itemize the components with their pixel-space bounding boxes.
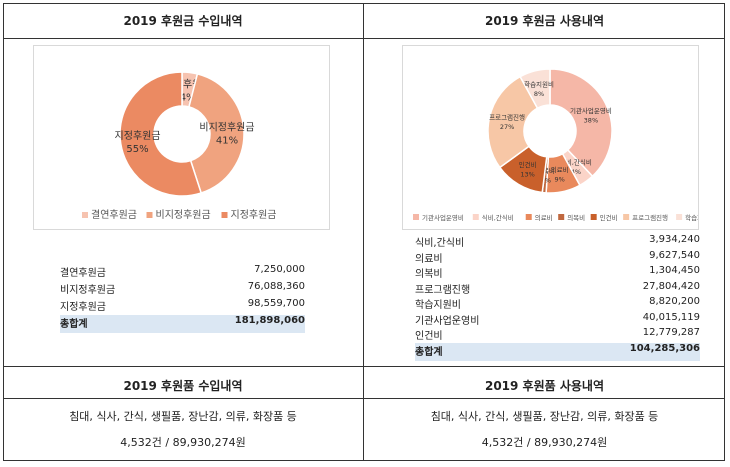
- row-value: 9,627,540: [649, 249, 700, 261]
- table-row: 의복비 1,304,450: [415, 265, 700, 283]
- row-value: 8,820,200: [649, 296, 700, 307]
- row-value: 7,250,000: [254, 264, 305, 275]
- legend-label-학습지원비: 학습지원비: [685, 213, 698, 222]
- legend-swatch-결연후원금: [82, 212, 88, 218]
- slice-label-의복비: 의복비: [537, 166, 555, 175]
- slice-label-지정후원금: 지정후원금: [115, 130, 161, 142]
- table-row: 식비,간식비 3,934,240: [415, 234, 700, 252]
- income-header: 2019 후원금 수입내역: [123, 14, 243, 28]
- row-label: 식비,간식비: [415, 238, 465, 249]
- legend-swatch-인건비: [590, 214, 597, 220]
- legend-swatch-의료비: [525, 214, 532, 220]
- row-value: 12,779,287: [642, 327, 700, 338]
- goods-expense-header: 2019 후원품 사용내역: [484, 379, 605, 393]
- legend-swatch-의복비: [558, 214, 565, 220]
- table-row: 결연후원금 7,250,000: [60, 264, 305, 282]
- expense-donut-svg: 기관사업운영비38%식비,간식비4%의료비9%의복비1%인건비13%프로그램진행…: [413, 68, 715, 222]
- slice-label-인건비: 인건비: [519, 160, 537, 169]
- slice-label-프로그램진행: 프로그램진행: [489, 112, 525, 121]
- slice-label-식비,간식비: 식비,간식비: [560, 158, 592, 167]
- header-divider: [3, 38, 725, 39]
- slice-label-학습지원비: 학습지원비: [524, 79, 554, 88]
- column-divider: [363, 3, 364, 461]
- row-label: 학습지원비: [415, 300, 461, 311]
- row-value: 40,015,119: [642, 311, 700, 323]
- income-table: 결연후원금 7,250,000 비지정후원금 76,088,360 지정후원금 98,55…: [60, 264, 305, 334]
- row-value: 98,559,700: [247, 298, 305, 309]
- table-row: 프로그램진행 27,804,420: [415, 281, 700, 299]
- row-value: 1,304,450: [649, 265, 700, 276]
- table-row: 학습지원비 8,820,200: [415, 296, 700, 314]
- expense-table: 식비,간식비 3,934,240 의료비 9,627,540 의복비 1,304,450 프…: [415, 234, 700, 364]
- legend-swatch-기관사업운영비: [413, 214, 419, 220]
- row-label: 결연후원금: [60, 268, 106, 279]
- legend-swatch-학습지원비: [676, 214, 683, 220]
- slice-value-인건비: 13%: [520, 170, 534, 178]
- legend-label-비지정후원금: 비지정후원금: [156, 209, 211, 221]
- slice-value-의복비: 1%: [541, 176, 551, 184]
- row-value: 27,804,420: [642, 280, 700, 292]
- legend-label-의료비: 의료비: [535, 213, 553, 222]
- slice-label-의료비: 의료비: [551, 165, 569, 174]
- legend-swatch-프로그램진행: [623, 214, 630, 220]
- table-row: 지정후원금 98,559,700: [60, 298, 305, 316]
- slice-value-비지정후원금: 41%: [216, 136, 238, 147]
- slice-value-의료비: 9%: [554, 175, 564, 183]
- table-row: 기관사업운영비 40,015,119: [415, 312, 700, 330]
- goods-header-divider: [3, 398, 725, 399]
- goods-income-header: 2019 후원품 수입내역: [123, 379, 243, 393]
- total-row: 총합계 104,285,306: [415, 342, 700, 361]
- legend-swatch-식비,간식비: [472, 214, 479, 220]
- income-chart: 결연후원금 4% 비지정후원금 41% 지정후원금 55% 결연후원금 비지정후원금 지정후원금: [33, 45, 330, 230]
- slice-비지정후원금: [188, 73, 245, 194]
- row-value: 76,088,360: [247, 281, 305, 292]
- slice-value-식비,간식비: 4%: [571, 168, 581, 176]
- goods-expense-summary: 4,532건 / 89,930,274원: [481, 436, 608, 449]
- slice-학습지원비: [519, 68, 551, 110]
- expense-header: 2019 후원금 사용내역: [484, 14, 605, 28]
- legend-label-지정후원금: 지정후원금: [231, 209, 277, 221]
- row-label: 기관사업운영비: [415, 315, 480, 327]
- row-label: 의료비: [415, 253, 443, 265]
- legend-label-결연후원금: 결연후원금: [91, 209, 137, 221]
- goods-income-items: 침대, 식사, 간식, 생필품, 장난감, 의류, 화장품 등: [69, 410, 297, 423]
- slice-value-프로그램진행: 27%: [500, 123, 514, 131]
- legend-swatch-비지정후원금: [146, 212, 153, 218]
- total-label: 총합계: [415, 346, 443, 358]
- total-row: 총합계 181,898,060: [60, 315, 305, 333]
- row-label: 비지정후원금: [60, 285, 116, 296]
- total-value: 181,898,060: [234, 315, 305, 326]
- total-label: 총합계: [60, 319, 88, 330]
- legend-label-인건비: 인건비: [600, 213, 618, 222]
- slice-기관사업운영비: [549, 68, 613, 178]
- slice-value-학습지원비: 8%: [534, 90, 544, 98]
- legend-label-프로그램진행: 프로그램진행: [632, 213, 668, 222]
- slice-value-결연후원금: 4%: [180, 92, 196, 103]
- goods-income-summary: 4,532건 / 89,930,274원: [120, 436, 246, 449]
- expense-chart: 기관사업운영비 38% 식비,간식비 4% 의료비 9% 의복비 1% 인건비 13% 프로그램진행…: [402, 45, 715, 230]
- slice-label-기관사업운영비: 기관사업운영비: [570, 106, 612, 115]
- slice-프로그램진행: [487, 75, 539, 169]
- legend-label-기관사업운영비: 기관사업운영비: [422, 213, 464, 222]
- table-row: 인건비 12,779,287: [415, 327, 700, 345]
- legend-label-식비,간식비: 식비,간식비: [482, 213, 514, 222]
- slice-value-기관사업운영비: 38%: [584, 116, 598, 124]
- row-label: 프로그램진행: [415, 284, 471, 296]
- total-value: 104,285,306: [629, 342, 700, 354]
- report-frame: [3, 3, 725, 461]
- section-divider: [3, 366, 725, 367]
- legend-swatch-지정후원금: [221, 212, 228, 218]
- row-label: 인건비: [415, 331, 443, 342]
- row-label: 지정후원금: [60, 302, 106, 313]
- table-row: 비지정후원금 76,088,360: [60, 281, 305, 299]
- goods-expense-items: 침대, 식사, 간식, 생필품, 장난감, 의류, 화장품 등: [430, 410, 659, 423]
- slice-지정후원금: [119, 71, 203, 197]
- legend-label-의복비: 의복비: [567, 213, 585, 222]
- slice-value-지정후원금: 55%: [126, 144, 148, 155]
- table-row: 의료비 9,627,540: [415, 250, 700, 268]
- row-value: 3,934,240: [649, 234, 700, 245]
- slice-label-비지정후원금: 비지정후원금: [199, 122, 254, 134]
- row-label: 의복비: [415, 269, 443, 280]
